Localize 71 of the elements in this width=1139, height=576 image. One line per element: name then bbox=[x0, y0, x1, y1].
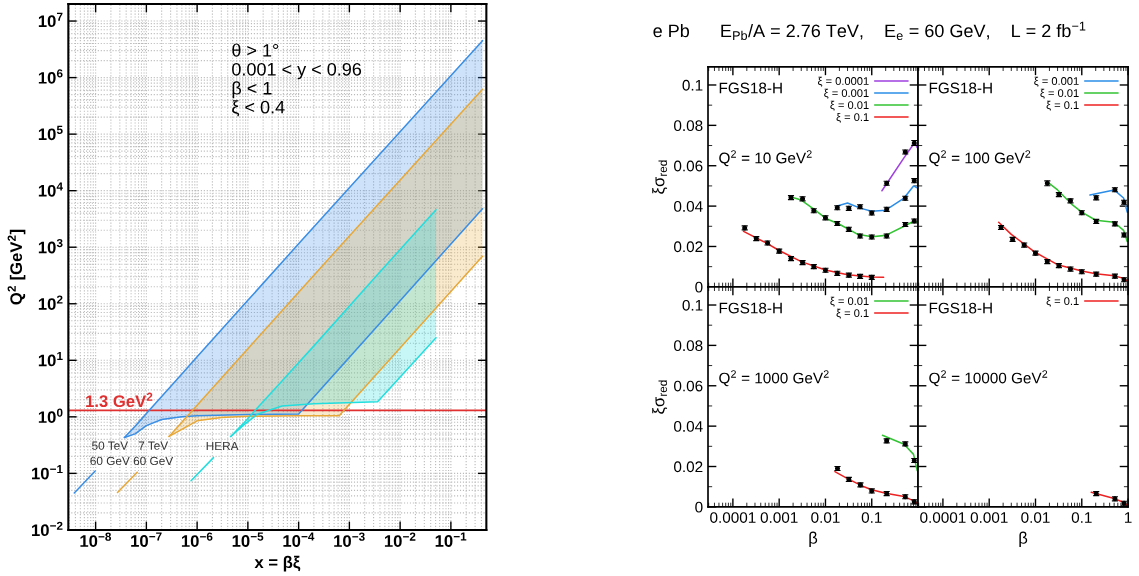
legend-label: ξ = 0.01 bbox=[830, 296, 869, 307]
annotation: ξ < 0.4 bbox=[232, 100, 285, 117]
annotation: Q$^{2}$ = 100 GeV$^{2}$ bbox=[929, 150, 1031, 167]
y-tick-label: 0.06 bbox=[674, 380, 703, 392]
y-tick-label: 0.06 bbox=[674, 160, 703, 172]
y-tick-label: 10$^{5}$ bbox=[38, 125, 63, 141]
legend-label: ξ = 0.1 bbox=[1046, 296, 1079, 307]
annotation: θ > 1° bbox=[232, 43, 279, 57]
y-tick-label: 10$^{−1}$ bbox=[32, 465, 63, 480]
legend-label: ξ = 0.01 bbox=[830, 100, 869, 111]
y-tick-label: 0.08 bbox=[674, 120, 703, 132]
x-axis-title: x = βξ bbox=[254, 555, 301, 572]
x-tick-label: 10$^{−6}$ bbox=[181, 532, 213, 547]
y-axis-title: ξσ$_{red}$ bbox=[652, 380, 668, 414]
x-tick-label: 0.01 bbox=[811, 512, 840, 523]
x-tick-label: 0.001 bbox=[970, 512, 1008, 523]
legend-label: ξ = 0.001 bbox=[1034, 76, 1079, 87]
annotation: β < 1 bbox=[232, 81, 272, 99]
series-label: 7 TeV 60 GeV bbox=[133, 441, 174, 466]
legend-label: ξ = 0.1 bbox=[836, 308, 869, 319]
annotation: FGS18-H bbox=[929, 82, 992, 94]
y-tick-label: 0.04 bbox=[674, 421, 703, 432]
y-tick-label: 10$^{4}$ bbox=[38, 182, 63, 197]
y-tick-label: 10$^{7}$ bbox=[38, 12, 63, 28]
annotation: Q$^{2}$ = 10 GeV$^{2}$ bbox=[719, 150, 812, 167]
ref-line-label: 1.3 GeV$^{2}$ bbox=[86, 392, 153, 408]
x-tick-label: 0.1 bbox=[861, 512, 882, 523]
x-tick-label: 0.0001 bbox=[710, 512, 756, 523]
annotation: Q$^{2}$ = 10000 GeV$^{2}$ bbox=[929, 370, 1048, 387]
x-tick-label: 10$^{−2}$ bbox=[384, 532, 416, 547]
x-tick-label: 10$^{−8}$ bbox=[80, 532, 112, 547]
y-axis-title: Q$^{2}$ [GeV$^{2}$] bbox=[7, 229, 26, 305]
series-label: 50 TeV 60 GeV bbox=[90, 441, 130, 466]
y-tick-label: 0.02 bbox=[674, 461, 703, 473]
y-tick-label: 0.08 bbox=[674, 340, 703, 352]
x-tick-label: 0.0001 bbox=[920, 512, 966, 523]
y-axis-title: ξσ$_{red}$ bbox=[652, 160, 668, 194]
y-tick-label: 0.04 bbox=[674, 200, 703, 212]
x-tick-label: 1 bbox=[1124, 512, 1132, 523]
annotation: 0.001 < y < 0.96 bbox=[232, 62, 362, 80]
series-label: HERA bbox=[206, 441, 239, 451]
x-axis-title: β bbox=[1019, 531, 1028, 548]
x-tick-label: 0.001 bbox=[760, 512, 798, 523]
y-tick-label: 0.1 bbox=[682, 299, 703, 311]
y-tick-label: 10$^{6}$ bbox=[38, 69, 63, 84]
legend-label: ξ = 0.01 bbox=[1040, 88, 1079, 99]
y-tick-label: 10$^{1}$ bbox=[38, 352, 63, 367]
legend-label: ξ = 0.0001 bbox=[817, 76, 869, 87]
annotation: FGS18-H bbox=[719, 82, 782, 94]
y-tick-label: 10$^{0}$ bbox=[38, 408, 63, 424]
y-tick-label: 0 bbox=[695, 281, 703, 293]
x-tick-label: 10$^{−7}$ bbox=[131, 532, 162, 547]
legend-label: ξ = 0.001 bbox=[824, 88, 869, 99]
x-tick-label: 10$^{−4}$ bbox=[283, 532, 315, 547]
x-axis-title: β bbox=[809, 531, 818, 548]
x-tick-label: 10$^{−5}$ bbox=[232, 532, 264, 547]
annotation: FGS18-H bbox=[719, 302, 782, 314]
annotation: Q$^{2}$ = 1000 GeV$^{2}$ bbox=[719, 370, 829, 387]
y-tick-label: 0 bbox=[695, 501, 703, 513]
y-tick-label: 10$^{3}$ bbox=[38, 238, 63, 254]
chart-title: e Pb E$_{Pb}$/A = 2.76 TeV, E$_{e}$ = 60 GeV, L = 2 fb$^{−1}$ bbox=[653, 21, 1086, 41]
x-tick-label: 10$^{−1}$ bbox=[435, 532, 467, 547]
y-tick-label: 10$^{2}$ bbox=[38, 295, 63, 310]
x-tick-label: 0.1 bbox=[1071, 512, 1092, 523]
y-tick-label: 0.02 bbox=[674, 241, 703, 253]
legend-label: ξ = 0.1 bbox=[1046, 100, 1079, 111]
x-tick-label: 0.01 bbox=[1021, 512, 1050, 523]
annotation: FGS18-H bbox=[929, 302, 992, 314]
y-tick-label: 0.1 bbox=[682, 79, 703, 91]
legend-label: ξ = 0.1 bbox=[836, 112, 869, 123]
x-tick-label: 10$^{−3}$ bbox=[334, 532, 365, 547]
